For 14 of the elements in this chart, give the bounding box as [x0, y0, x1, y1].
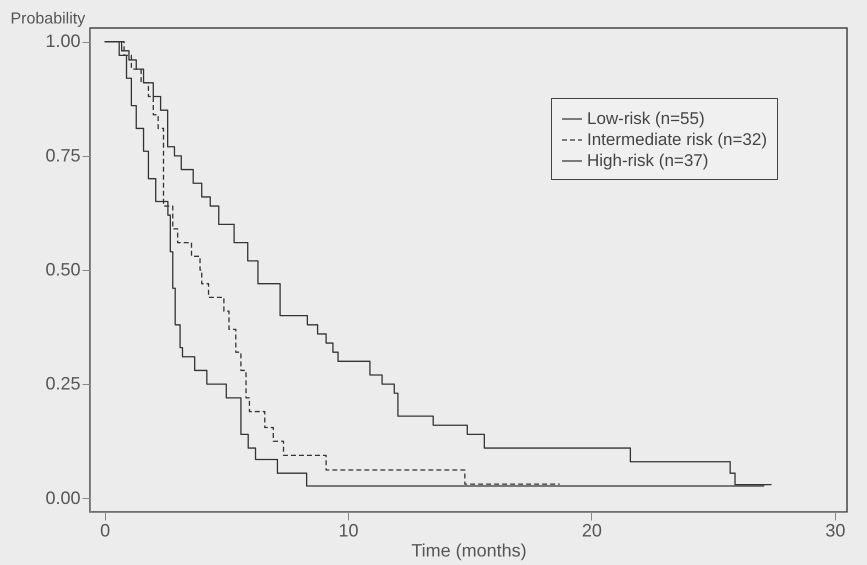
- y-axis-title: Probability: [10, 10, 86, 28]
- y-tick-label: 0.00: [45, 488, 80, 508]
- y-tick-label: 1.00: [45, 31, 80, 52]
- legend-label: High-risk (n=37): [587, 151, 708, 170]
- x-tick-label: 0: [100, 520, 110, 540]
- y-tick-label: 0.25: [45, 374, 80, 394]
- y-tick-label: 0.50: [45, 260, 80, 280]
- x-tick-label: 20: [582, 520, 602, 540]
- y-tick-label: 0.75: [45, 145, 80, 166]
- x-axis-title: Time (months): [411, 540, 527, 560]
- x-tick-label: 10: [338, 520, 359, 540]
- legend-label: Intermediate risk (n=32): [587, 130, 767, 149]
- x-tick-label: 30: [825, 520, 846, 540]
- legend-label: Low-risk (n=55): [587, 109, 705, 128]
